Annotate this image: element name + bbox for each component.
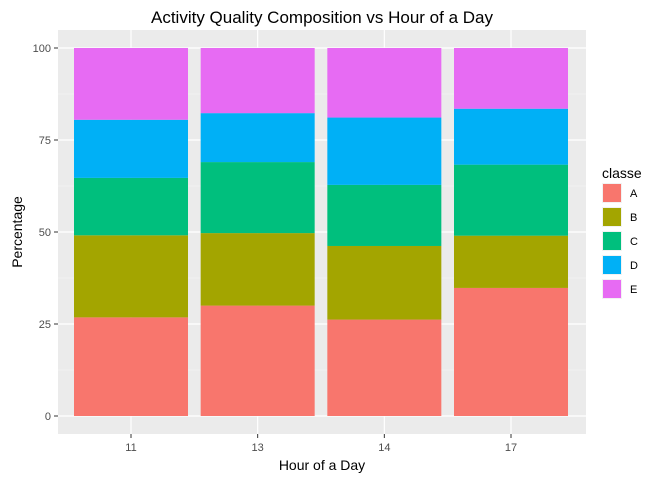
legend-title: classe [602, 165, 642, 181]
bar-segment-a-11 [74, 317, 188, 416]
x-tick-label: 14 [378, 442, 390, 454]
y-tick-label: 75 [39, 135, 51, 147]
x-axis-title: Hour of a Day [279, 457, 365, 473]
bar-segment-a-14 [327, 319, 442, 416]
legend-key-b [603, 208, 621, 226]
bar-segment-d-11 [74, 119, 188, 178]
x-tick-label: 17 [505, 442, 517, 454]
x-tick-label: 13 [252, 442, 264, 454]
x-axis-ticks: 11 13 14 17 [125, 434, 517, 454]
legend-label-e: E [630, 284, 637, 296]
bar-segment-b-11 [74, 235, 188, 318]
y-tick-label: 25 [39, 319, 51, 331]
bar-segment-d-13 [200, 113, 315, 163]
y-tick-label: 0 [45, 411, 51, 423]
legend-key-d [603, 256, 621, 274]
bar-segment-c-13 [200, 162, 315, 234]
bar-segment-b-13 [200, 233, 315, 306]
bar-segment-d-17 [454, 108, 568, 165]
x-tick-label: 11 [125, 442, 136, 454]
bar-segment-a-17 [454, 287, 568, 416]
y-tick-label: 100 [33, 43, 51, 55]
legend-label-c: C [630, 236, 638, 248]
bar-segment-e-11 [74, 48, 188, 120]
bar-segment-c-14 [327, 184, 442, 246]
bar-segment-d-14 [327, 117, 442, 185]
bar-segment-c-11 [74, 177, 188, 236]
y-axis-ticks: 0 25 50 75 100 [33, 43, 58, 423]
legend-label-b: B [630, 212, 637, 224]
bar-segment-b-14 [327, 245, 442, 320]
bar-segment-a-13 [200, 305, 315, 416]
bar-segment-b-17 [454, 235, 568, 288]
chart-title: Activity Quality Composition vs Hour of … [151, 8, 494, 27]
bars [74, 48, 568, 416]
legend-key-a [603, 184, 621, 202]
legend-label-a: A [630, 188, 638, 200]
bar-segment-c-17 [454, 164, 568, 236]
legend-label-d: D [630, 260, 638, 272]
bar-segment-e-13 [200, 48, 315, 114]
y-axis-title: Percentage [9, 196, 25, 268]
legend-key-e [603, 280, 621, 298]
legend-key-c [603, 232, 621, 250]
y-tick-label: 50 [39, 227, 51, 239]
bar-segment-e-17 [454, 48, 568, 109]
bar-segment-e-14 [327, 48, 442, 118]
